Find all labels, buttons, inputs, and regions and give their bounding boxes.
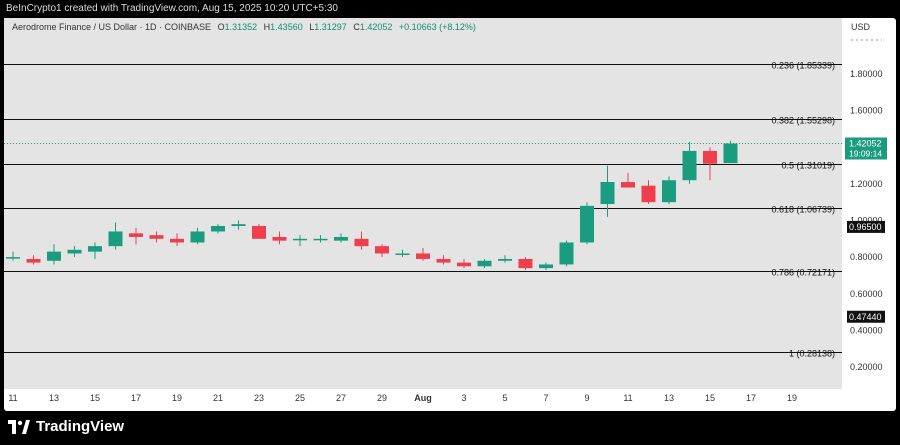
low-value: 1.31297 [314,22,347,32]
candle-body [252,225,266,239]
time-tick-label: 13 [664,393,674,403]
candle-body [723,143,738,164]
price-level-label: 0.47440 [849,312,882,322]
time-tick-label: 3 [461,393,466,403]
fib-label: 0.5 (1.31019) [781,161,835,171]
price-tick-label: 0.20000 [850,362,883,372]
plot-area[interactable] [4,18,842,389]
candle-body [498,258,512,261]
time-tick-label: 15 [90,393,100,403]
time-tick-label: 25 [295,393,305,403]
time-tick-label: 5 [502,393,507,403]
time-tick-label: 17 [131,393,141,403]
price-change: +0.10663 (+8.12%) [398,22,476,32]
candle-body [313,238,328,241]
price-tick-label: 1.80000 [850,69,883,79]
candle-body [190,231,205,243]
price-level-label: 0.96500 [849,222,882,232]
candle-body [416,253,430,259]
price-level-box [847,310,885,323]
fib-label: 0.236 (1.85339) [771,61,835,71]
candle-body [334,236,348,241]
candle-body [67,249,82,254]
candle-body [580,205,594,243]
last-price-label: 1.42052 [849,138,882,148]
low-label: L [309,22,315,32]
candle-body [354,238,369,247]
candle-body [395,253,410,255]
candle-body [662,180,676,203]
candle-body [600,182,615,205]
candle-body [457,262,471,267]
price-tick-label: 0.80000 [850,252,883,262]
fib-label: 1 (0.28138) [789,349,835,359]
candle-body [436,258,451,263]
time-tick-label: 11 [623,393,632,403]
open-label: O [217,22,225,32]
candle-body [621,182,635,188]
candle-body [682,150,697,181]
candle-body [149,235,164,239]
time-tick-label: 19 [172,393,182,403]
time-tick-label: 15 [705,393,715,403]
candle-body [375,246,389,254]
candle-body [108,231,123,247]
time-tick-label: 19 [787,393,797,403]
candle-body [129,233,143,237]
candle-body [703,150,717,164]
fib-label: 0.786 (0.72171) [771,268,835,278]
candle-body [6,257,20,259]
symbol-legend: Aerodrome Finance / US Dollar · 1D · COI… [12,22,476,32]
close-label: C [353,22,360,32]
candle-body [211,225,225,232]
symbol-title: Aerodrome Finance / US Dollar · 1D · COI… [12,22,212,32]
time-tick-label: Aug [414,393,432,403]
fib-label: 0.618 (1.06739) [771,205,835,215]
time-tick-label: 27 [336,393,346,403]
price-level-box [847,220,885,233]
candle-body [641,185,656,203]
price-tick-label: 1.60000 [850,106,883,116]
tradingview-logo-icon [8,419,30,434]
candle-body [88,246,102,252]
tradingview-logo[interactable]: TradingView [8,418,124,435]
price-tick-label: 1.20000 [850,179,883,189]
time-tick-label: 29 [377,393,387,403]
currency-label: USD [851,22,871,32]
close-value: 1.42052 [359,22,393,32]
open-value: 1.31352 [224,22,258,32]
time-tick-label: 7 [543,393,548,403]
candle-body [26,258,41,263]
last-price-box [845,137,887,160]
time-tick-label: 17 [746,393,756,403]
high-label: H [263,22,271,32]
candle-body [272,236,287,241]
time-tick-label: 9 [584,393,589,403]
candle-body [539,264,553,269]
candle-body [47,251,61,261]
candle-body [518,258,533,269]
candle-body [231,224,246,226]
tradingview-wordmark: TradingView [36,418,125,435]
candle-body [293,238,307,241]
attribution-line: BeInCrypto1 created with TradingView.com… [6,3,338,14]
time-tick-label: 13 [49,393,59,403]
price-tick-label: 0.60000 [850,289,883,299]
time-tick-label: 23 [254,393,264,403]
candle-body [559,242,574,265]
time-tick-label: 21 [213,393,223,403]
price-tick-label: 0.40000 [850,325,883,335]
countdown-label: 19:09:14 [849,148,882,158]
candle-body [477,260,492,267]
fib-label: 0.382 (1.55298) [771,116,835,126]
price-tick-label: 1.00000 [850,216,883,226]
high-value: 1.43560 [270,22,303,32]
candle-body [170,238,184,243]
time-tick-label: 11 [8,393,17,403]
